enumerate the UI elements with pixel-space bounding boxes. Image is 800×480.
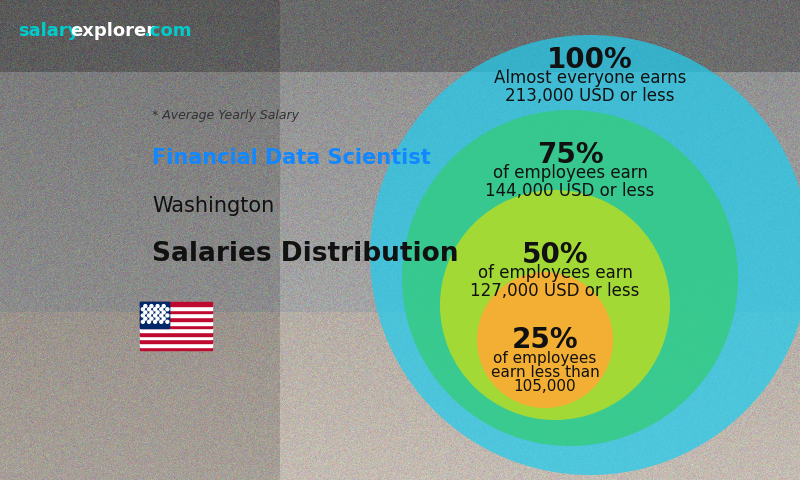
Text: explorer: explorer: [70, 22, 155, 40]
Bar: [140, 306, 212, 310]
Circle shape: [156, 311, 159, 314]
Bar: [140, 302, 212, 306]
Circle shape: [147, 308, 150, 311]
Circle shape: [160, 314, 162, 317]
Text: Financial Data Scientist: Financial Data Scientist: [152, 148, 430, 168]
Circle shape: [477, 272, 613, 408]
Text: of employees earn: of employees earn: [478, 264, 633, 282]
Text: .com: .com: [143, 22, 191, 40]
Circle shape: [160, 308, 162, 311]
Circle shape: [150, 311, 153, 314]
Circle shape: [154, 314, 157, 317]
Bar: [140, 343, 212, 347]
Text: 105,000: 105,000: [514, 379, 576, 394]
Circle shape: [162, 317, 165, 320]
Bar: [140, 332, 212, 336]
Circle shape: [370, 35, 800, 475]
Text: salary: salary: [18, 22, 79, 40]
Text: * Average Yearly Salary: * Average Yearly Salary: [152, 108, 299, 122]
Bar: [140, 321, 212, 324]
Circle shape: [162, 311, 165, 314]
Circle shape: [150, 317, 153, 320]
Text: Almost everyone earns: Almost everyone earns: [494, 69, 686, 87]
Circle shape: [147, 314, 150, 317]
Bar: [140, 324, 212, 328]
Circle shape: [142, 314, 144, 317]
Text: 75%: 75%: [537, 141, 603, 169]
Bar: [140, 336, 212, 339]
Circle shape: [154, 320, 157, 324]
Circle shape: [440, 190, 670, 420]
Text: 213,000 USD or less: 213,000 USD or less: [506, 87, 674, 105]
Circle shape: [166, 308, 169, 311]
Text: of employees: of employees: [494, 350, 597, 365]
Circle shape: [402, 110, 738, 446]
Circle shape: [142, 308, 144, 311]
Circle shape: [144, 311, 147, 314]
Circle shape: [156, 305, 159, 308]
Text: Washington: Washington: [152, 196, 274, 216]
Circle shape: [147, 320, 150, 324]
Text: 25%: 25%: [512, 326, 578, 354]
Text: 127,000 USD or less: 127,000 USD or less: [470, 282, 640, 300]
Text: 100%: 100%: [547, 46, 633, 74]
Circle shape: [166, 314, 169, 317]
Bar: [140, 347, 212, 350]
Text: 144,000 USD or less: 144,000 USD or less: [486, 182, 654, 200]
Circle shape: [144, 317, 147, 320]
Circle shape: [166, 320, 169, 324]
Text: 50%: 50%: [522, 241, 588, 269]
Circle shape: [150, 305, 153, 308]
Circle shape: [162, 305, 165, 308]
Circle shape: [156, 317, 159, 320]
Bar: [140, 313, 212, 317]
Bar: [140, 302, 169, 324]
Circle shape: [142, 320, 144, 324]
Text: earn less than: earn less than: [490, 365, 599, 380]
Text: of employees earn: of employees earn: [493, 164, 647, 182]
Bar: [140, 302, 169, 328]
Circle shape: [154, 308, 157, 311]
Bar: [140, 310, 212, 313]
Bar: [140, 339, 212, 343]
Bar: [140, 317, 212, 321]
Circle shape: [144, 305, 147, 308]
Circle shape: [160, 320, 162, 324]
Bar: [140, 328, 212, 332]
Text: Salaries Distribution: Salaries Distribution: [152, 241, 458, 267]
